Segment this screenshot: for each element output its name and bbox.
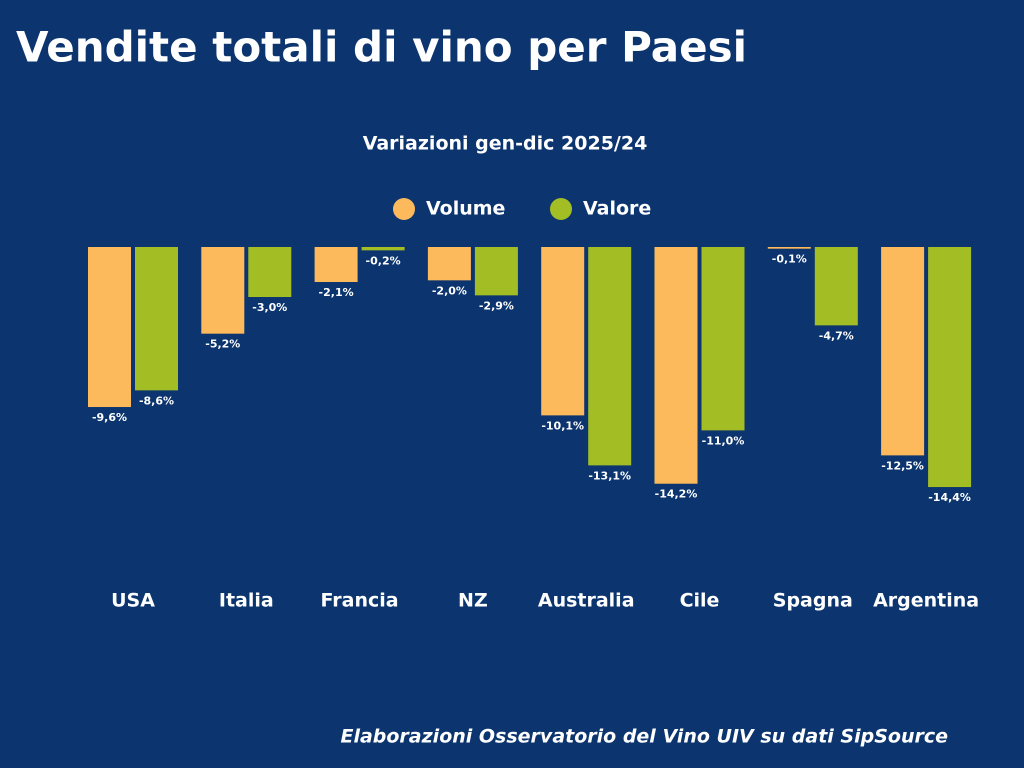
bar: [474, 247, 518, 296]
value-label: -4,7%: [819, 329, 854, 342]
bar: [427, 247, 471, 281]
bar: [88, 247, 131, 408]
value-label: -12,5%: [881, 459, 924, 472]
value-label: -9,6%: [92, 411, 127, 424]
value-label: -11,0%: [702, 434, 745, 447]
bar: [541, 247, 585, 416]
x-tick-label: Argentina: [873, 590, 979, 612]
source-note: Elaborazioni Osservatorio del Vino UIV s…: [340, 726, 948, 748]
value-label: -2,1%: [319, 286, 354, 299]
legend-swatch: [550, 198, 572, 220]
value-label: -3,0%: [252, 301, 287, 314]
chart-title: Vendite totali di vino per Paesi: [16, 23, 747, 72]
bar: [654, 247, 698, 484]
x-tick-label: USA: [111, 590, 155, 612]
value-label: -14,2%: [655, 488, 698, 501]
value-label: -5,2%: [205, 338, 240, 351]
value-label: -2,0%: [432, 284, 467, 297]
bar: [814, 247, 858, 326]
value-label: -14,4%: [928, 491, 971, 504]
value-label: -10,1%: [541, 419, 584, 432]
value-label: -0,2%: [366, 254, 401, 267]
legend-label: Valore: [583, 198, 651, 220]
x-tick-label: Italia: [219, 590, 274, 612]
x-tick-label: Francia: [321, 590, 399, 612]
bar: [767, 247, 811, 249]
bar: [248, 247, 292, 298]
bar: [361, 247, 405, 251]
legend-label: Volume: [426, 198, 505, 220]
legend-swatch: [393, 198, 415, 220]
x-tick-label: Australia: [538, 590, 635, 612]
x-tick-label: NZ: [458, 590, 488, 612]
x-tick-label: Spagna: [773, 590, 853, 612]
bar: [881, 247, 925, 456]
value-label: -13,1%: [588, 469, 631, 482]
chart-subtitle: Variazioni gen-dic 2025/24: [363, 133, 648, 155]
bar: [701, 247, 745, 431]
bar: [314, 247, 358, 283]
value-label: -0,1%: [772, 253, 807, 266]
bar: [201, 247, 245, 334]
x-tick-label: Cile: [680, 590, 720, 612]
bar: [135, 247, 178, 391]
value-label: -8,6%: [139, 394, 174, 407]
bar: [588, 247, 632, 466]
bar: [928, 247, 972, 488]
value-label: -2,9%: [479, 299, 514, 312]
